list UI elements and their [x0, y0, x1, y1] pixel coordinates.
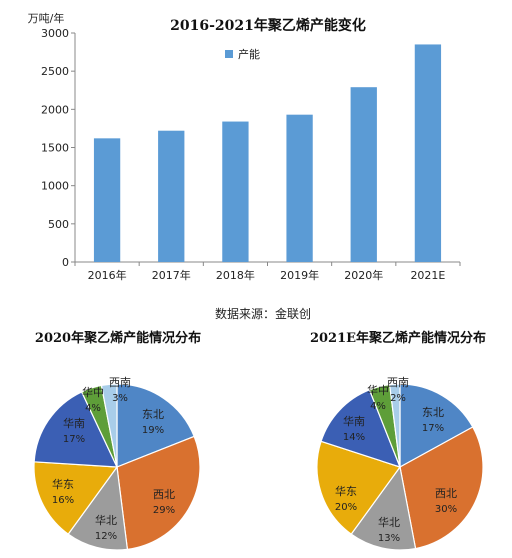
pie-slice-华南 [320, 389, 402, 468]
y-tick-label: 0 [62, 256, 69, 269]
pie-slice-华东 [316, 440, 401, 535]
legend: 产能 [225, 47, 260, 61]
slice-label: 西北 [435, 487, 457, 500]
x-tick-label: 2019年 [280, 268, 319, 282]
bar-axes: 0 500 1000 1500 2000 2500 3000 2016年 2017年 2018年 2… [41, 27, 461, 282]
x-tick-label: 2020年 [344, 268, 383, 282]
slice-value-label: 14% [343, 432, 365, 443]
slice-value-label: 19% [142, 425, 164, 436]
slice-label: 华东 [335, 484, 357, 498]
pie-slice-东北 [116, 383, 195, 468]
y-tick-label: 3000 [41, 27, 69, 40]
bar-4 [350, 87, 377, 263]
pie-slice-西南 [388, 383, 401, 468]
bars [93, 44, 442, 263]
pie-2020-title: 2020年聚乙烯产能情况分布 [35, 330, 201, 346]
slice-label: 华中 [367, 383, 389, 397]
pie-chart-2021: 2021E年聚乙烯产能情况分布 东北 17% 西北 30% 华北 13% 华东 20% 华南 14… [310, 330, 486, 551]
bar-chart-title: 2016-2021年聚乙烯产能变化 [170, 17, 366, 34]
y-axis-unit-label: 万吨/年 [28, 11, 65, 25]
slice-value-label: 3% [112, 393, 128, 404]
slice-label: 西南 [109, 376, 131, 389]
bar-1 [158, 130, 185, 262]
pie-slice-华北 [350, 465, 417, 551]
bar-3 [286, 114, 313, 262]
slice-value-label: 13% [378, 533, 400, 544]
slice-label: 西南 [387, 376, 409, 389]
slice-label: 华南 [343, 414, 365, 428]
slice-value-label: 4% [85, 403, 101, 414]
bar-0 [93, 138, 121, 262]
y-tick-label: 1500 [41, 142, 69, 155]
slice-label: 华南 [63, 416, 85, 430]
y-tick-label: 1000 [41, 180, 69, 193]
y-tick-label: 500 [48, 218, 69, 231]
bar-5 [414, 44, 442, 263]
slice-value-label: 2% [390, 393, 406, 404]
x-tick-label: 2016年 [88, 268, 127, 282]
slice-value-label: 16% [52, 495, 74, 506]
y-tick-label: 2000 [41, 103, 69, 116]
slice-label: 华北 [378, 515, 400, 529]
bar-2 [222, 121, 249, 263]
pie-2021-title: 2021E年聚乙烯产能情况分布 [310, 330, 486, 346]
x-tick-label: 2017年 [152, 268, 191, 282]
legend-label: 产能 [238, 47, 260, 61]
pie-slice-华东 [33, 461, 119, 535]
slice-value-label: 29% [153, 505, 175, 516]
pie-slice-东北 [399, 383, 474, 469]
slice-value-label: 30% [435, 504, 457, 515]
pie-slice-西南 [100, 383, 118, 468]
slice-value-label: 4% [370, 401, 386, 412]
slice-label: 华北 [95, 513, 117, 527]
slice-label: 东北 [142, 408, 164, 421]
slice-value-label: 17% [63, 434, 85, 445]
pie-slice-西北 [399, 426, 484, 550]
x-tick-label: 2021E [410, 269, 445, 282]
pie-chart-2020: 2020年聚乙烯产能情况分布 东北 19% 西北 29% 华北 12% 华东 16% 华南 17%… [33, 330, 201, 551]
slice-label: 华东 [52, 477, 74, 491]
pie-slice-西北 [116, 435, 201, 551]
slice-label: 西北 [153, 488, 175, 501]
source-note: 数据来源：金联创 [215, 306, 311, 321]
pie-slice-华北 [67, 465, 129, 551]
slice-value-label: 12% [95, 531, 117, 542]
legend-swatch [225, 50, 233, 58]
slice-value-label: 17% [422, 423, 444, 434]
bar-chart: 2016-2021年聚乙烯产能变化 万吨/年 产能 0 500 1000 1500 20… [28, 11, 461, 282]
slice-value-label: 20% [335, 502, 357, 513]
slice-label: 华中 [82, 385, 104, 399]
x-tick-label: 2018年 [216, 268, 255, 282]
pie-slice-华南 [33, 391, 118, 468]
slice-label: 东北 [422, 406, 444, 419]
y-tick-label: 2500 [41, 65, 69, 78]
